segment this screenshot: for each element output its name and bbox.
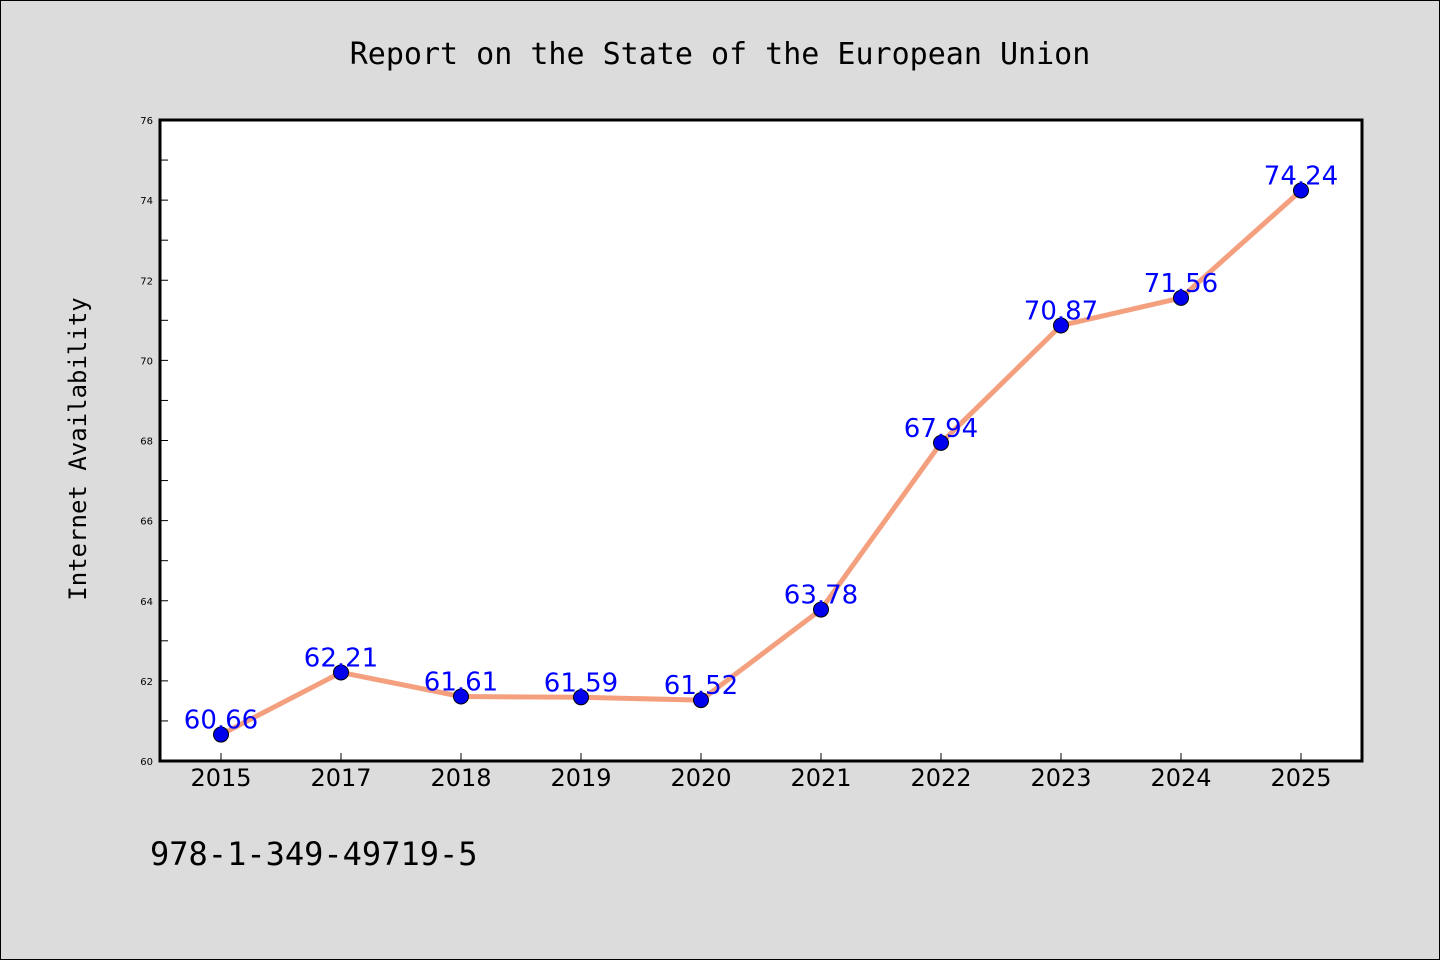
data-label: 67.94	[904, 414, 978, 444]
data-point	[813, 601, 829, 618]
series-line	[218, 188, 1304, 738]
x-tick-label: 2022	[910, 764, 971, 792]
x-tick-label: 2017	[310, 764, 371, 792]
data-point	[1173, 289, 1189, 306]
x-tick-label: 2025	[1270, 764, 1331, 792]
x-axis-ticks: 2015 2017 2018 2019 2020 2021 2022 2023 2024 2025	[190, 753, 1332, 792]
data-label: 63.78	[784, 581, 858, 611]
x-tick-label: 2024	[1150, 764, 1211, 792]
data-point	[333, 664, 349, 681]
data-point	[213, 726, 229, 743]
data-label: 61.59	[544, 668, 618, 698]
x-tick-label: 2023	[1030, 764, 1091, 792]
data-point	[1293, 182, 1309, 199]
x-tick-label: 2020	[670, 764, 731, 792]
data-label: 61.52	[664, 671, 738, 701]
data-label: 71.56	[1144, 269, 1218, 299]
y-tick-label: 60	[140, 757, 153, 768]
data-point	[453, 688, 469, 705]
y-tick-label: 76	[140, 116, 153, 127]
data-label: 74.24	[1264, 162, 1338, 192]
data-point	[1053, 317, 1069, 334]
y-tick-label: 64	[140, 597, 153, 608]
data-labels: 60.66 62.21 61.61 61.59 61.52 63.78 67.94 70.87…	[184, 162, 1338, 736]
y-tick-label: 74	[140, 196, 153, 207]
series-internet-availability	[213, 182, 1309, 743]
x-tick-label: 2021	[790, 764, 851, 792]
x-tick-label: 2019	[550, 764, 611, 792]
data-point	[573, 689, 589, 706]
data-point	[693, 692, 709, 709]
y-tick-label: 68	[140, 437, 153, 448]
y-tick-label: 72	[140, 276, 153, 287]
y-axis-label: Internet Availability	[64, 297, 92, 600]
data-label: 62.21	[304, 643, 378, 673]
isbn-text: 978-1-349-49719-5	[150, 835, 478, 873]
chart-title: Report on the State of the European Unio…	[350, 37, 1091, 72]
y-tick-label: 66	[140, 517, 153, 528]
y-axis-ticks: 60 62 64 66 68 70 72 74 76	[140, 116, 168, 768]
x-tick-label: 2015	[190, 764, 251, 792]
data-label: 61.61	[424, 667, 498, 697]
y-tick-label: 62	[140, 677, 153, 688]
y-tick-label: 70	[140, 356, 153, 367]
data-label: 60.66	[184, 706, 258, 736]
data-label: 70.87	[1024, 297, 1098, 327]
x-tick-label: 2018	[430, 764, 491, 792]
data-point	[933, 434, 949, 451]
